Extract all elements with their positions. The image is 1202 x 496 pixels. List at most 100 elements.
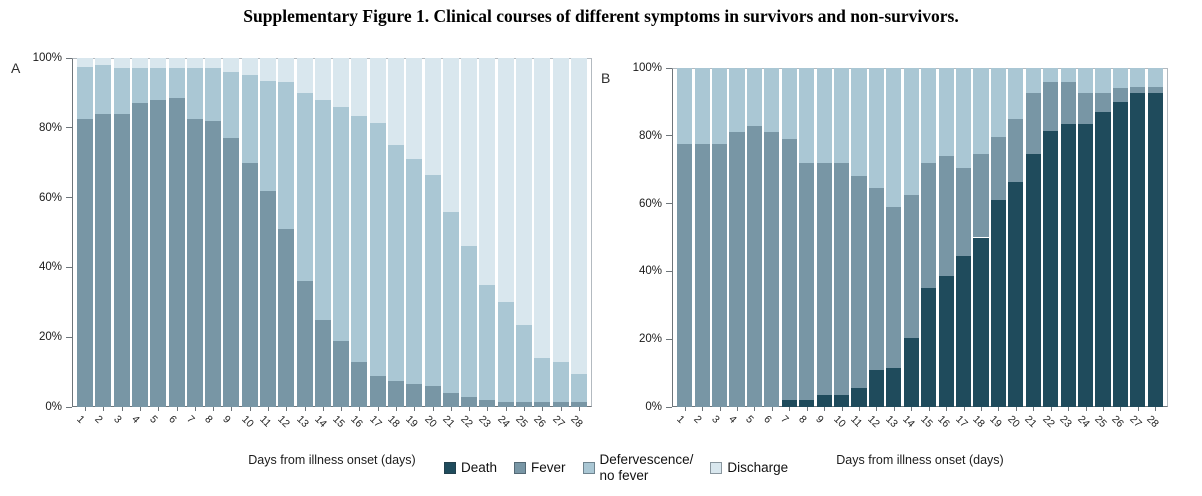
x-axis-title-chart-b: Days from illness onset (days) [836, 453, 1004, 467]
x-tick [859, 407, 860, 411]
bar-segment-fever [351, 361, 368, 407]
defervescence-swatch-icon [582, 461, 595, 474]
bar-segment-discharge [95, 58, 112, 65]
x-tick-label: 15 [917, 413, 935, 431]
x-tick [322, 407, 324, 411]
bar-segment-fever [711, 144, 728, 407]
bar-segment-fever [314, 319, 331, 407]
x-tick-label: 10 [830, 413, 848, 431]
x-tick-label: 18 [385, 413, 402, 431]
bar-segment-discharge [479, 58, 496, 285]
x-tick-label: 16 [348, 413, 366, 431]
x-tick [946, 407, 948, 411]
bar-segment-fever [479, 400, 496, 407]
x-tick-label: 4 [726, 413, 739, 426]
bar-segment-death [833, 395, 850, 407]
x-tick [998, 407, 1000, 411]
bar-segment-defervescence [711, 68, 728, 145]
y-tick [66, 336, 72, 338]
legend: Death Fever Defervescence/ no fever Disc… [444, 452, 788, 483]
bar-segment-defervescence [534, 358, 551, 402]
bar-segment-discharge [205, 58, 222, 69]
x-tick [876, 407, 878, 411]
x-tick [432, 407, 434, 411]
bar-segment-defervescence [694, 68, 710, 145]
bar-segment-defervescence [369, 122, 386, 376]
x-tick-label: 24 [1074, 413, 1092, 431]
x-tick-label: 11 [848, 413, 865, 430]
bar-segment-discharge [570, 58, 587, 374]
x-tick [505, 407, 507, 411]
x-tick-label: 6 [761, 413, 774, 426]
bar-segment-defervescence [1112, 68, 1129, 89]
bar-segment-discharge [351, 58, 368, 116]
y-tick-label: 60% [638, 197, 662, 210]
bar-segment-fever [296, 281, 313, 407]
x-tick-label: 12 [865, 413, 883, 431]
bar-segment-death [868, 369, 885, 407]
legend-item-discharge: Discharge [710, 460, 788, 476]
y-tick-label: 40% [38, 261, 62, 274]
x-tick-label: 15 [330, 413, 348, 431]
x-tick-label: 2 [691, 413, 704, 426]
x-tick [1103, 407, 1104, 411]
x-tick [542, 407, 544, 411]
y-tick-label: 40% [638, 265, 662, 278]
bar-segment-discharge [241, 58, 258, 76]
bar-segment-fever [677, 144, 693, 407]
bar-segment-defervescence [241, 75, 258, 163]
bar-segment-fever [186, 119, 203, 407]
bar-segment-fever [570, 401, 587, 407]
bar-segment-death [1025, 154, 1041, 407]
bar-segment-death [973, 237, 989, 407]
bar-segment-death [1112, 101, 1129, 407]
x-tick [341, 407, 343, 411]
bar-segment-fever [333, 340, 350, 407]
x-tick [928, 407, 930, 411]
y-tick [666, 135, 672, 137]
bar-segment-fever [1130, 86, 1146, 94]
x-tick-label: 25 [1092, 413, 1109, 431]
x-tick [268, 407, 269, 411]
bar-segment-fever [781, 139, 797, 401]
bar-segment-death [1147, 93, 1163, 407]
x-tick [824, 407, 826, 411]
bar-segment-fever [461, 396, 478, 407]
bar-segment-fever [131, 103, 149, 407]
y-tick-label: 100% [632, 62, 662, 74]
bar-segment-defervescence [1130, 68, 1146, 87]
bar-segment-defervescence [351, 115, 368, 362]
y-tick-label: 60% [38, 191, 62, 204]
bar-segment-fever [833, 162, 850, 396]
bar-segment-discharge [515, 58, 533, 325]
bar-segment-fever [746, 125, 763, 407]
bar-segment-fever [77, 119, 94, 407]
bar-segment-discharge [424, 58, 441, 175]
x-tick [560, 407, 562, 411]
bar-segment-defervescence [387, 145, 405, 381]
x-tick [121, 407, 123, 411]
bar-segment-defervescence [205, 68, 222, 121]
bar-segment-fever [921, 162, 937, 289]
bar-segment-defervescence [479, 284, 496, 400]
x-tick [578, 407, 580, 411]
bar-segment-fever [95, 113, 112, 407]
y-tick-label: 80% [638, 129, 662, 142]
x-tick-label: 21 [1022, 413, 1040, 431]
x-tick-label: 17 [952, 413, 970, 431]
bar-segment-fever [886, 206, 902, 368]
bar-segment-defervescence [903, 68, 919, 196]
bar-segment-death [955, 256, 972, 407]
x-tick [103, 407, 105, 411]
legend-label-discharge: Discharge [727, 459, 789, 475]
x-tick [1155, 407, 1157, 411]
bar-segment-defervescence [729, 68, 745, 133]
bar-segment-discharge [314, 58, 331, 100]
y-tick [66, 127, 72, 129]
x-tick [359, 407, 361, 411]
x-tick-label: 28 [1144, 413, 1162, 431]
bar-segment-death [938, 276, 954, 407]
bar-segment-fever [799, 162, 815, 401]
x-tick [771, 407, 773, 411]
x-tick-label: 12 [275, 413, 293, 431]
